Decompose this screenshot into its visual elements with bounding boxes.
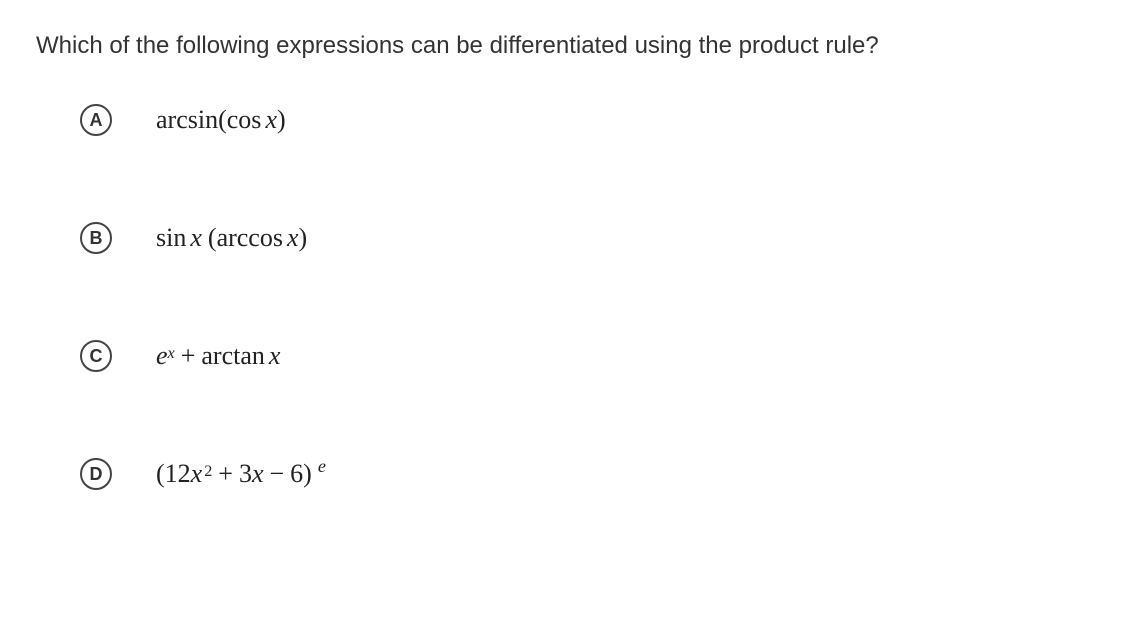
- option-b-expression: sin x ( arccos x ): [156, 223, 307, 253]
- option-a-letter: A: [90, 110, 103, 131]
- lparen: (: [156, 459, 165, 489]
- lparen: (: [218, 105, 227, 135]
- fn-sin: sin: [156, 223, 186, 253]
- rparen: ): [303, 459, 312, 489]
- option-d-letter: D: [90, 464, 103, 485]
- var-x: x: [265, 105, 277, 135]
- coef-3: 3: [239, 459, 252, 489]
- var-x: x: [190, 223, 202, 253]
- quiz-container: Which of the following expressions can b…: [0, 0, 1130, 522]
- pow-2: 2: [204, 463, 212, 481]
- option-b-letter: B: [90, 228, 103, 249]
- const-e: e: [156, 341, 168, 371]
- coef-12: 12: [165, 459, 191, 489]
- option-c-letter: C: [90, 346, 103, 367]
- lparen: (: [208, 223, 217, 253]
- options-list: A arcsin ( cos x ) B sin x ( arccos: [36, 104, 1094, 490]
- option-b: B sin x ( arccos x ): [80, 222, 1094, 254]
- fn-arctan: arctan: [201, 341, 265, 371]
- fn-arccos: arccos: [217, 223, 283, 253]
- exp-x: x: [168, 345, 175, 363]
- option-d-bubble[interactable]: D: [80, 458, 112, 490]
- option-c-expression: e x + arctan x: [156, 341, 280, 371]
- option-c-bubble[interactable]: C: [80, 340, 112, 372]
- rparen: ): [299, 223, 308, 253]
- var-x: x: [191, 459, 203, 489]
- option-b-bubble[interactable]: B: [80, 222, 112, 254]
- option-a-bubble[interactable]: A: [80, 104, 112, 136]
- const-6: 6: [290, 459, 303, 489]
- rparen: ): [277, 105, 286, 135]
- op-minus: −: [270, 459, 285, 489]
- fn-arcsin: arcsin: [156, 105, 218, 135]
- var-x: x: [269, 341, 281, 371]
- op-plus: +: [181, 341, 196, 371]
- option-d-expression: ( 12 x 2 + 3 x − 6 ) e: [156, 459, 326, 489]
- var-x: x: [287, 223, 299, 253]
- fn-cos: cos: [227, 105, 262, 135]
- option-a-expression: arcsin ( cos x ): [156, 105, 286, 135]
- outer-exp-e: e: [318, 456, 326, 477]
- option-a: A arcsin ( cos x ): [80, 104, 1094, 136]
- option-c: C e x + arctan x: [80, 340, 1094, 372]
- var-x: x: [252, 459, 264, 489]
- option-d: D ( 12 x 2 + 3 x − 6 ) e: [80, 458, 1094, 490]
- question-text: Which of the following expressions can b…: [36, 32, 1094, 60]
- op-plus: +: [218, 459, 233, 489]
